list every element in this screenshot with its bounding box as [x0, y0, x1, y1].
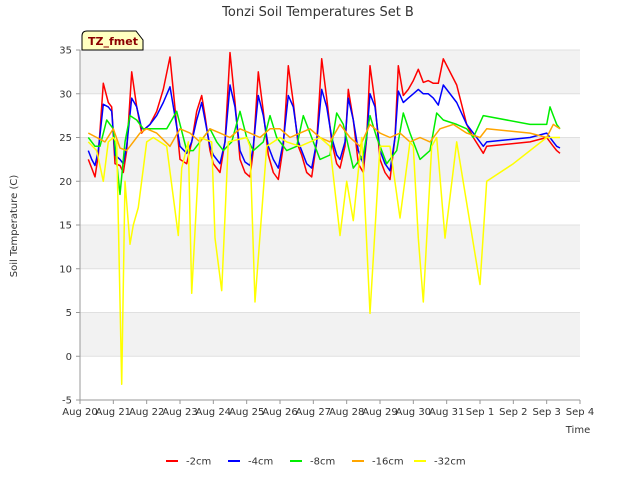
legend-item: -2cm: [166, 457, 211, 468]
x-tick-label: Aug 21: [96, 407, 131, 418]
legend-label: -8cm: [310, 457, 335, 468]
y-tick-label: 30: [59, 89, 72, 100]
x-axis-label: Time: [565, 425, 590, 436]
legend-item: -16cm: [352, 457, 404, 468]
x-tick-label: Aug 23: [162, 407, 197, 418]
x-tick-label: Sep 3: [532, 407, 560, 418]
legend-label: -4cm: [248, 457, 273, 468]
x-tick-label: Aug 30: [396, 407, 431, 418]
y-tick-label: 5: [66, 308, 72, 319]
x-tick-label: Aug 27: [296, 407, 331, 418]
station-badge-label: TZ_fmet: [88, 35, 138, 48]
y-tick-label: 25: [59, 133, 72, 144]
x-tick-label: Sep 1: [466, 407, 494, 418]
station-badge: TZ_fmet: [81, 30, 144, 51]
plot-band: [80, 50, 580, 94]
x-tick-label: Aug 20: [62, 407, 97, 418]
y-tick-label: 20: [59, 177, 72, 188]
x-tick-label: Sep 2: [499, 407, 527, 418]
x-tick-label: Aug 26: [262, 407, 297, 418]
y-axis-label: Soil Temperature (C): [9, 175, 20, 278]
series-line-8cmcm: [87, 106, 561, 196]
y-tick-label: -5: [62, 396, 72, 407]
x-tick-label: Sep 4: [566, 407, 594, 418]
station-badge-box: [81, 30, 144, 51]
legend-label: -2cm: [186, 457, 211, 468]
chart-title: Tonzi Soil Temperatures Set B: [221, 5, 414, 20]
legend-label: -32cm: [434, 457, 466, 468]
legend-item: -32cm: [414, 457, 466, 468]
legend-label: -16cm: [372, 457, 404, 468]
series-line-32cmcm: [87, 136, 560, 386]
series-layer: [87, 51, 561, 386]
series-line-16cmcm: [87, 123, 561, 152]
legend-item: -4cm: [228, 457, 273, 468]
y-tick-label: 15: [59, 221, 72, 232]
x-tick-label: Aug 24: [196, 407, 231, 418]
plot-band: [80, 312, 580, 357]
y-tick-label: 10: [59, 264, 72, 275]
x-tick-label: Aug 28: [329, 407, 364, 418]
x-tick-label: Aug 31: [429, 407, 464, 418]
x-tick-label: Aug 22: [129, 407, 164, 418]
x-tick-label: Aug 25: [229, 407, 264, 418]
axes: [76, 49, 581, 404]
legend-item: -8cm: [290, 457, 335, 468]
y-tick-label: 35: [59, 46, 72, 57]
legend: -2cm -4cm -8cm -16cm -32cm: [166, 457, 466, 468]
x-tick-label: Aug 29: [362, 407, 397, 418]
plot-band: [80, 225, 580, 269]
y-tick-label: 0: [66, 352, 72, 363]
